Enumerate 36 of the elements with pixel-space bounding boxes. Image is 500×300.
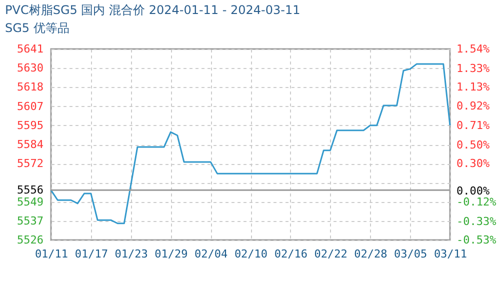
x-tick-label: 01/11 (34, 248, 68, 260)
x-tick-label: 01/23 (114, 248, 148, 260)
y2-tick-label: 0.92% (456, 100, 490, 113)
y-tick-label: 5584 (17, 138, 44, 151)
x-tick-label: 01/17 (74, 248, 108, 260)
y2-tick-label: 1.13% (456, 80, 490, 94)
chart-title: PVC树脂SG5 国内 混合价 2024-01-11 - 2024-03-11 (5, 3, 300, 17)
x-tick-label: 01/29 (154, 248, 188, 260)
y2-tick-label: -0.33% (456, 215, 497, 228)
y-tick-label: 5630 (17, 62, 44, 75)
line-series (50, 63, 451, 224)
y-tick-label: 5572 (17, 157, 44, 170)
y-tick-label: 5607 (17, 100, 44, 113)
y-tick-label: 5618 (17, 80, 44, 94)
y-tick-label: 5549 (17, 195, 44, 208)
x-tick-label: 02/22 (314, 248, 348, 260)
y2-tick-label: 1.54% (456, 42, 490, 56)
y2-tick-label: 1.33% (456, 62, 490, 75)
y2-tick-label: -0.53% (456, 234, 497, 246)
y2-tick-label: 0.50% (456, 138, 490, 152)
y2-tick-label: 0.71% (456, 119, 490, 132)
x-tick-label: 02/04 (194, 248, 228, 260)
chart-subtitle: SG5 优等品 (5, 21, 70, 35)
y-tick-label: 5526 (17, 234, 44, 246)
x-tick-label: 02/16 (274, 248, 308, 260)
x-tick-label: 02/10 (234, 248, 268, 260)
y2-tick-label: 0.00% (456, 184, 490, 198)
x-tick-label: 03/11 (434, 248, 468, 260)
x-tick-label: 02/28 (354, 248, 388, 260)
y-tick-label: 5537 (17, 214, 44, 228)
x-tick-label: 03/05 (394, 248, 428, 260)
y-tick-label: 5556 (17, 184, 44, 197)
y-tick-label: 5641 (17, 42, 44, 56)
y-tick-label: 5595 (17, 118, 44, 132)
y2-tick-label: 0.30% (456, 156, 490, 170)
y2-tick-label: -0.12% (456, 196, 497, 209)
